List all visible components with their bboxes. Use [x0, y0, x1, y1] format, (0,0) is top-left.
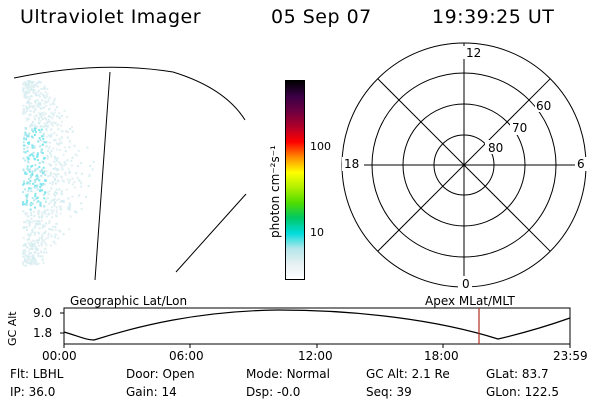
alt-tick-9: 9.0 [33, 306, 53, 320]
limb-arc [13, 66, 246, 121]
status-glat: GLat: 83.7 [486, 367, 549, 381]
date-label: 05 Sep 07 [271, 6, 372, 28]
color-bar-tick-10: 10 [310, 226, 324, 239]
color-bar [285, 80, 305, 280]
lat-label-60: 60 [536, 99, 551, 113]
polar-mlt-plot: 12 6 0 18 60 70 80 [341, 42, 587, 290]
time-label: 19:39:25 UT [432, 6, 555, 28]
status-glon: GLon: 122.5 [486, 385, 559, 399]
auroral-emission-speckle [22, 80, 95, 267]
status-ip: IP: 36.0 [10, 385, 56, 399]
time-tick-2359: 23:59 [553, 349, 588, 363]
mlt-label-6: 6 [577, 157, 585, 171]
status-gc-alt: GC Alt: 2.1 Re [366, 367, 450, 381]
lat-label-80: 80 [488, 141, 503, 155]
status-filter: Flt: LBHL [10, 367, 64, 381]
status-seq: Seq: 39 [366, 385, 412, 399]
altitude-axis-label: GC Alt [6, 311, 19, 346]
meridian-diag-2 [377, 78, 551, 252]
time-tick-0000: 00:00 [42, 349, 77, 363]
color-bar-tick-100: 100 [310, 140, 331, 153]
color-bar-ticks [305, 80, 335, 280]
status-gain: Gain: 14 [126, 385, 177, 399]
orbit-plot-frame [63, 307, 571, 345]
alt-tick-1-8: 1.8 [33, 326, 53, 340]
meridian-line [94, 71, 111, 281]
altitude-curve [63, 309, 571, 341]
mlt-label-12: 12 [466, 46, 481, 60]
status-dsp: Dsp: -0.0 [246, 385, 301, 399]
mlt-label-0: 0 [462, 277, 470, 290]
color-bar-unit-label: photon cm⁻²s⁻¹ [268, 145, 282, 238]
latitude-line [175, 193, 247, 273]
time-tick-1200: 12:00 [298, 349, 333, 363]
status-door: Door: Open [126, 367, 195, 381]
orbit-x-ticks [60, 312, 571, 348]
instrument-title: Ultraviolet Imager [20, 6, 202, 28]
time-tick-0600: 06:00 [169, 349, 204, 363]
orbit-altitude-plot [60, 307, 571, 348]
geographic-title: Geographic Lat/Lon [70, 294, 188, 308]
mlt-label-18: 18 [344, 157, 359, 171]
time-tick-1800: 18:00 [424, 349, 459, 363]
lat-label-70: 70 [512, 121, 527, 135]
status-mode: Mode: Normal [246, 367, 330, 381]
geographic-image-panel [13, 66, 247, 281]
apex-title: Apex MLat/MLT [425, 294, 515, 308]
